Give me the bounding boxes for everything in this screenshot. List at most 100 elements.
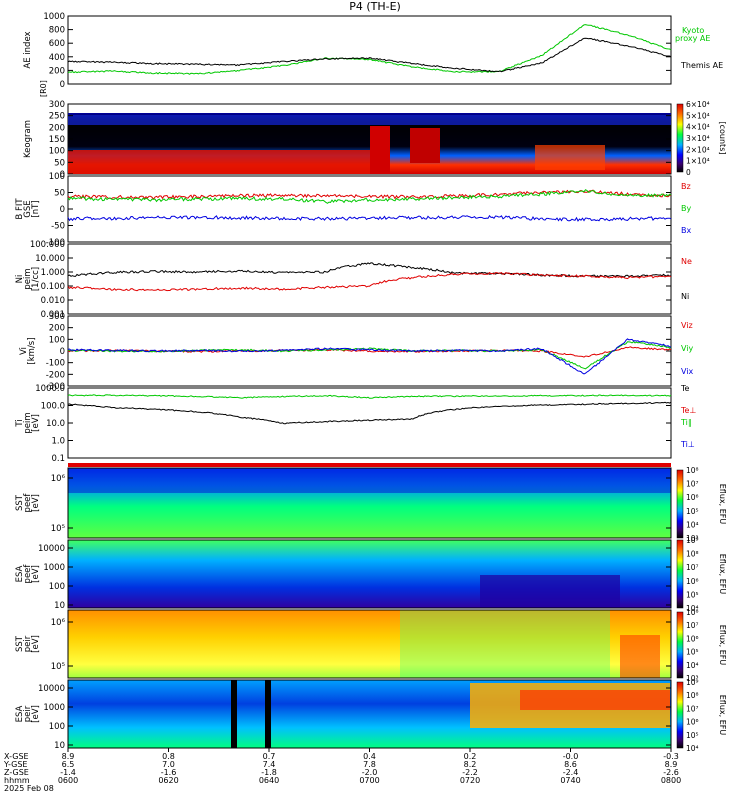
- bfield-panel: [67, 175, 672, 243]
- orbit-x-value: 8.9: [62, 752, 75, 761]
- sst-e-colorbar-tick: 10⁵: [686, 507, 699, 516]
- velocity-axis-label: Vi: [19, 347, 29, 355]
- keogram-tick-label: 200: [49, 123, 65, 133]
- esa-e-colorbar-tick: 10⁸: [686, 550, 699, 559]
- orbit-z-value: -2.6: [663, 768, 679, 777]
- chart-title: P4 (TH-E): [349, 0, 401, 13]
- time-label: 0620: [158, 776, 178, 785]
- legend-by: By: [681, 204, 691, 213]
- esa-e-colorbar-tick: 10⁶: [686, 577, 699, 586]
- sst-i-axis-label: [eV]: [31, 635, 41, 653]
- temperature-axis-label: peim: [23, 412, 33, 433]
- temperature-tick-label: 100.0: [41, 402, 65, 412]
- legend-ne: Ne: [681, 257, 692, 266]
- keogram-tick-label: 250: [49, 112, 65, 122]
- sst-e-colorbar-label: Eflux, EFU: [718, 484, 727, 525]
- legend-vix: Vix: [681, 367, 694, 376]
- keogram-tick-label: 300: [49, 100, 65, 110]
- esa-e-axis-label: ESA: [15, 565, 25, 582]
- orbit-row-label: Y-GSE: [3, 760, 27, 769]
- sst-e-colorbar-tick: 10⁸: [686, 466, 699, 475]
- sst-i-colorbar-label: Eflux, EFU: [718, 625, 727, 666]
- esa-i-colorbar-tick: 10⁴: [686, 744, 699, 753]
- sst-e-tick-label: 10⁵: [51, 524, 65, 534]
- esa-e-colorbar: [676, 539, 684, 609]
- orbit-y-value: 6.5: [62, 760, 75, 769]
- date-label: 2025 Feb 08: [4, 784, 54, 793]
- sst-e-colorbar: [676, 469, 684, 539]
- density-axis-label: Ni: [15, 275, 25, 284]
- sst-i-colorbar-tick: 10⁴: [686, 661, 699, 670]
- temperature-line-black: [67, 401, 672, 425]
- sst-e-axis-label: [eV]: [31, 494, 41, 512]
- esa-e-tick-label: 10: [54, 601, 65, 611]
- sst-i-colorbar-tick: 10³: [686, 674, 699, 683]
- esa-i-axis-label: peir: [23, 705, 33, 722]
- ae-tick-label: 200: [49, 66, 65, 76]
- esa-i-colorbar-tick: 10⁸: [686, 691, 699, 700]
- keogram-colorbar-label: [counts]: [718, 122, 727, 155]
- orbit-z-value: -2.0: [362, 768, 378, 777]
- esa-e-tick-label: 10000: [38, 544, 65, 554]
- esa-i-tick-label: 1000: [43, 703, 65, 713]
- keogram-burst: [535, 145, 605, 170]
- sst-i-colorbar-tick: 10⁶: [686, 634, 699, 643]
- orbit-x-value: 0.4: [363, 752, 376, 761]
- keogram-burst: [410, 128, 440, 163]
- sst-i-colorbar-tick: 10⁵: [686, 648, 699, 657]
- bfield-tick-label: 100: [49, 172, 65, 182]
- esa-i-colorbar-tick: 10⁶: [686, 718, 699, 727]
- sst-i-tick-label: 10⁶: [51, 618, 66, 628]
- esa-i-tick-label: 100: [49, 722, 65, 732]
- bfield-tick-label: 0: [60, 205, 65, 215]
- time-label: 0800: [661, 776, 681, 785]
- legend-ti-perp: Ti⊥: [680, 440, 695, 449]
- orbit-y-value: 7.8: [363, 760, 376, 769]
- orbit-x-value: -0.0: [563, 752, 579, 761]
- orbit-row-label: hhmm: [4, 776, 30, 785]
- keogram-units: [R0]: [39, 80, 48, 97]
- esa-i-colorbar-tick: 10⁷: [686, 704, 699, 713]
- esa-e-colorbar-label: Eflux, EFU: [718, 554, 727, 595]
- velocity-line-blue: [67, 338, 672, 375]
- esa-i-gap: [231, 680, 237, 748]
- legend-kyoto: Kyoto: [682, 26, 704, 35]
- orbit-row-label: Z-GSE: [4, 768, 29, 777]
- keogram-colorbar-tick: 1×10⁴: [686, 157, 710, 166]
- orbit-x-value: -0.3: [663, 752, 679, 761]
- ae-tick-label: 0: [60, 80, 65, 90]
- sst-e-colorbar-tick: 10³: [686, 534, 699, 543]
- orbit-x-value: 0.8: [162, 752, 175, 761]
- density-tick-label: 1.000: [41, 268, 65, 278]
- sst-i-colorbar: [676, 611, 684, 679]
- time-label: 0640: [259, 776, 279, 785]
- bfield-axis-label: B FIT: [15, 198, 25, 220]
- bfield-tick-label: -100: [46, 238, 65, 248]
- ae-tick-label: 400: [49, 53, 65, 63]
- ae-tick-label: 800: [49, 26, 65, 36]
- esa-e-axis-label: peef: [23, 564, 33, 584]
- velocity-tick-label: 0: [60, 347, 65, 357]
- orbit-z-value: -2.4: [563, 768, 579, 777]
- sst-e-band: [68, 468, 671, 493]
- sst-i-burst: [620, 635, 660, 678]
- sst-i-spectrogram: [68, 610, 671, 678]
- orbit-y-value: 8.6: [564, 760, 577, 769]
- bfield-line-green: [67, 189, 672, 204]
- velocity-tick-label: 300: [49, 312, 65, 322]
- velocity-tick-label: -200: [46, 370, 65, 380]
- density-axis-label: peim: [23, 268, 33, 289]
- density-panel: [67, 243, 672, 315]
- esa-i-axis-label: ESA: [15, 705, 25, 722]
- temperature-tick-label: 10.0: [46, 419, 65, 429]
- density-line-black: [67, 262, 672, 278]
- sst-e-tick-label: 10⁶: [51, 474, 66, 484]
- sst-i-tick-label: 10⁵: [51, 662, 65, 672]
- temperature-tick-label: 0.1: [51, 454, 65, 464]
- legend-viy: Viy: [681, 344, 694, 353]
- velocity-tick-label: -300: [46, 382, 65, 392]
- keogram-colorbar: [676, 103, 684, 173]
- sst-i-axis-label: SST: [15, 635, 25, 652]
- density-line-red: [67, 271, 672, 292]
